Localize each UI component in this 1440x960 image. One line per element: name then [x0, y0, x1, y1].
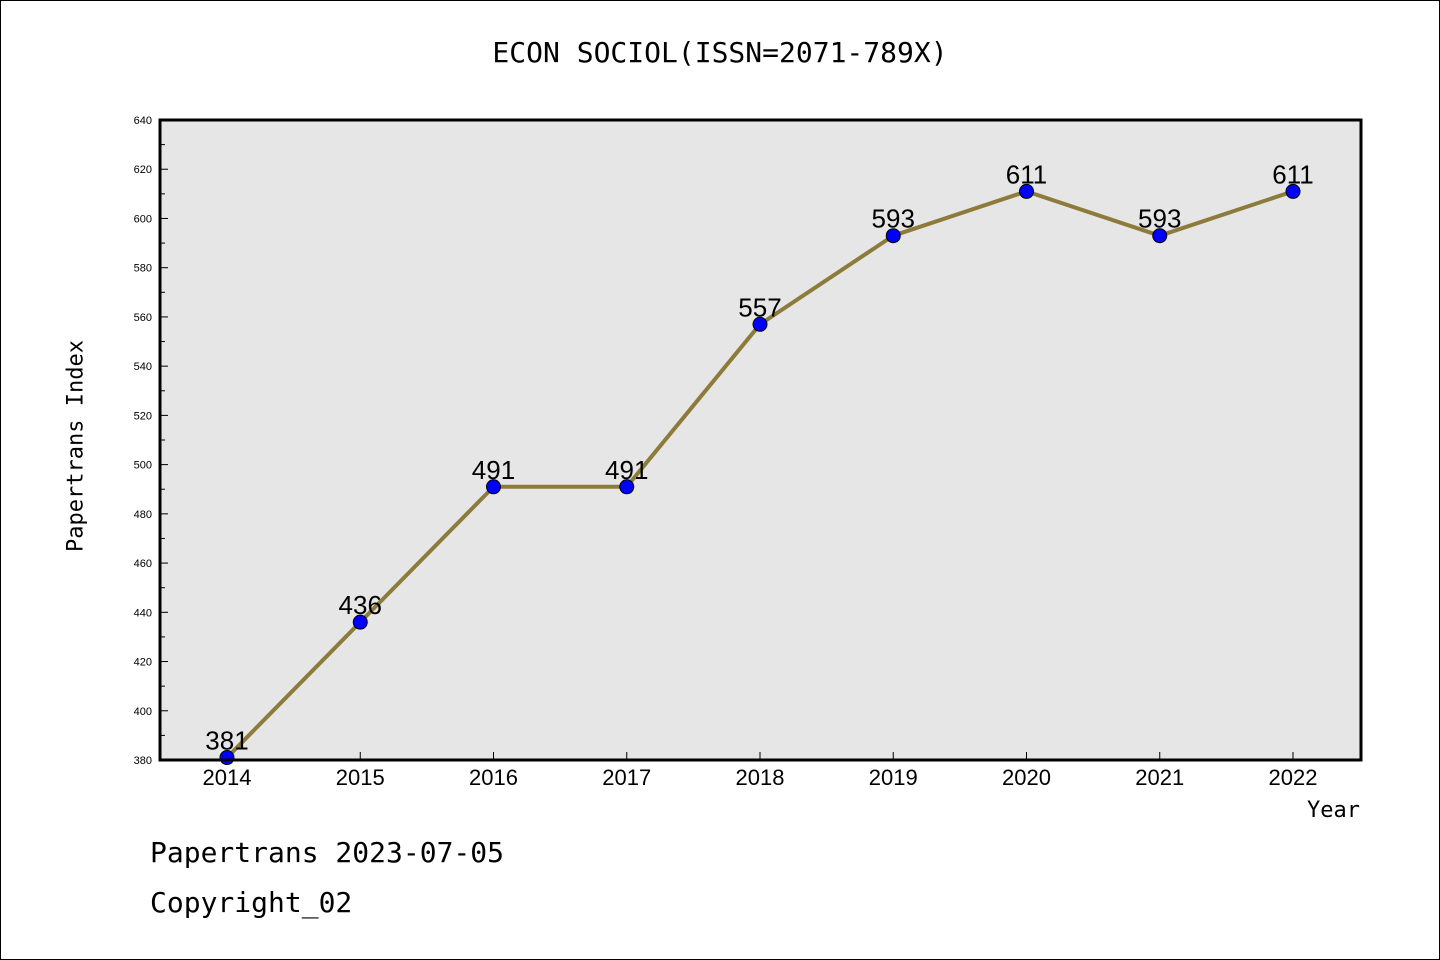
x-tick-label: 2020	[1002, 765, 1051, 790]
plot-border	[158, 118, 1363, 762]
y-tick-label: 380	[134, 755, 152, 767]
y-tick-label: 440	[134, 607, 152, 619]
footer-copyright: Copyright_02	[150, 886, 353, 919]
x-tick-label: 2017	[602, 765, 651, 790]
data-labels: 381 436 491 491 557 593 611 593 611	[205, 159, 1313, 755]
data-point	[1152, 228, 1168, 244]
y-axis: 380 400 420 440 460 480 500 520 540 560 580 600 620 6…	[134, 115, 168, 767]
data-point	[1019, 183, 1034, 199]
footer-date: Papertrans 2023-07-05	[150, 836, 505, 869]
data-label: 593	[872, 204, 915, 234]
data-point	[885, 228, 901, 244]
data-label: 491	[605, 455, 648, 485]
data-label: 593	[1138, 204, 1181, 234]
x-tick-label: 2021	[1135, 765, 1184, 790]
data-label: 381	[205, 726, 248, 756]
x-tick-label: 2015	[336, 765, 385, 790]
data-label: 611	[1272, 159, 1313, 189]
y-tick-label: 600	[134, 213, 152, 225]
y-tick-label: 500	[134, 460, 152, 472]
y-tick-label: 460	[134, 558, 152, 570]
x-axis-label: Year	[1307, 798, 1360, 823]
x-tick-label: 2018	[736, 765, 785, 790]
data-point	[352, 614, 368, 630]
y-tick-label: 580	[134, 263, 152, 275]
x-tick-label: 2014	[203, 765, 252, 790]
x-tick-label: 2022	[1269, 765, 1318, 790]
data-label: 491	[472, 455, 515, 485]
data-label: 557	[738, 292, 781, 322]
data-markers	[219, 183, 1301, 766]
chart-title: ECON SOCIOL(ISSN=2071-789X)	[492, 36, 948, 69]
y-tick-label: 540	[134, 361, 152, 373]
y-tick-label: 520	[134, 410, 152, 422]
y-tick-label: 620	[134, 164, 152, 176]
data-label: 436	[339, 590, 382, 620]
data-point	[619, 479, 635, 495]
data-point	[486, 479, 501, 495]
y-tick-label: 480	[134, 509, 152, 521]
data-point	[1285, 183, 1301, 199]
plot-area	[160, 120, 1361, 760]
y-tick-label: 420	[134, 657, 152, 669]
x-axis: 2014 2015 2016 2017 2018 2019 2020 2021 2022	[203, 752, 1318, 790]
y-tick-label: 640	[134, 115, 152, 127]
y-tick-label: 560	[134, 312, 152, 324]
data-label: 611	[1006, 159, 1047, 189]
y-tick-label: 400	[134, 706, 152, 718]
x-tick-label: 2016	[469, 765, 518, 790]
data-point	[752, 316, 768, 332]
x-tick-label: 2019	[869, 765, 918, 790]
